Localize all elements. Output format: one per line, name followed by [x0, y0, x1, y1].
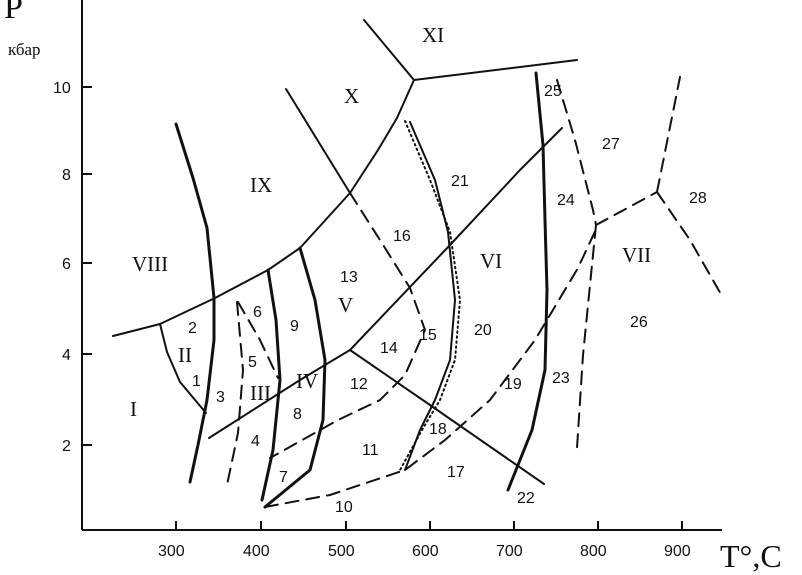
boundary-lines — [112, 19, 723, 509]
field-label-vii: VII — [622, 243, 651, 267]
field-label-26: 26 — [630, 314, 648, 331]
field-label-iii: III — [250, 381, 271, 405]
field-label-8: 8 — [293, 406, 302, 423]
roman-field-labels: I II III IV V VI VII VIII IX X XI — [130, 23, 651, 421]
numbered-field-labels: 1 2 3 4 5 6 7 8 9 10 11 12 13 14 15 16 1… — [188, 83, 707, 516]
field-label-20: 20 — [474, 322, 492, 339]
y-tick-label: 2 — [62, 438, 71, 455]
field-label-vi: VI — [480, 249, 502, 273]
dotted-isograd — [399, 120, 462, 471]
field-9-iv-curve — [263, 246, 327, 509]
field-15-21-curve — [404, 121, 456, 471]
field-ii-curve — [159, 323, 207, 414]
field-5-6-dashed — [237, 301, 279, 379]
field-label-13: 13 — [340, 269, 358, 286]
field-27-28-dashed — [656, 76, 681, 193]
x-ticks: 300 400 500 600 700 800 900 — [158, 521, 691, 560]
field-label-11: 11 — [362, 442, 379, 459]
field-24-25-dashed — [556, 79, 597, 226]
field-label-12: 12 — [350, 376, 368, 393]
field-label-25: 25 — [544, 83, 562, 100]
diagonal-boundary — [208, 127, 563, 439]
field-vii-left-dashed — [576, 224, 597, 449]
x-axis-label: T°,C — [720, 538, 782, 574]
field-label-10: 10 — [335, 499, 353, 516]
x-tick-label: 500 — [328, 543, 355, 560]
field-22-23-curve — [506, 71, 549, 492]
field-label-viii: VIII — [132, 252, 168, 276]
x-tick-label: 600 — [412, 543, 439, 560]
field-label-5: 5 — [248, 354, 257, 371]
field-label-17: 17 — [447, 464, 465, 481]
x-tick-label: 700 — [496, 543, 523, 560]
field-label-iv: IV — [296, 369, 318, 393]
axes: P кбар T°,C — [4, 0, 782, 574]
field-16-dashed-boundary — [269, 192, 427, 459]
field-label-v: V — [338, 293, 353, 317]
field-label-ix: IX — [250, 173, 272, 197]
field-label-x: X — [344, 84, 359, 108]
field-label-19: 19 — [504, 376, 522, 393]
field-label-i: I — [130, 397, 137, 421]
y-tick-label: 6 — [62, 256, 71, 273]
field-label-9: 9 — [290, 318, 299, 335]
left-thick-curve — [174, 122, 216, 484]
field-6-9-curve — [260, 268, 282, 502]
field-iii-dashed-left — [226, 301, 245, 486]
xi-lower-boundary — [413, 59, 578, 81]
field-label-18: 18 — [429, 421, 447, 438]
y-tick-label: 4 — [62, 347, 71, 364]
y-tick-label: 8 — [62, 167, 71, 184]
field-label-6: 6 — [253, 304, 262, 321]
field-label-1: 1 — [192, 373, 201, 390]
upper-arc-boundary — [112, 79, 415, 337]
x-tick-label: 900 — [664, 543, 691, 560]
field-label-3: 3 — [216, 389, 225, 406]
field-label-15: 15 — [419, 327, 437, 344]
field-label-14: 14 — [380, 340, 398, 357]
y-axis-symbol: P — [4, 0, 23, 26]
y-axis-unit: кбар — [8, 40, 41, 59]
field-label-7: 7 — [279, 469, 288, 486]
x-tick-label: 300 — [158, 543, 185, 560]
field-vii-top-dashed — [595, 191, 658, 226]
field-label-2: 2 — [188, 320, 197, 337]
xi-left-boundary — [363, 19, 415, 81]
x-ix-boundary — [285, 88, 351, 194]
field-label-4: 4 — [251, 433, 260, 450]
x-tick-label: 400 — [243, 543, 270, 560]
y-tick-label: 10 — [53, 80, 71, 97]
field-12-diagonal — [349, 349, 545, 485]
field-label-21: 21 — [451, 173, 469, 190]
field-label-28: 28 — [689, 190, 707, 207]
field-label-ii: II — [178, 343, 192, 367]
field-10-dashed — [264, 224, 599, 508]
field-28-dashed — [656, 191, 723, 297]
field-label-24: 24 — [557, 192, 575, 209]
field-label-27: 27 — [602, 136, 620, 153]
y-ticks: 2 4 6 8 10 — [53, 80, 92, 455]
field-label-xi: XI — [422, 23, 444, 47]
field-label-16: 16 — [393, 228, 411, 245]
field-label-23: 23 — [552, 370, 570, 387]
field-label-22: 22 — [517, 490, 535, 507]
x-tick-label: 800 — [580, 543, 607, 560]
